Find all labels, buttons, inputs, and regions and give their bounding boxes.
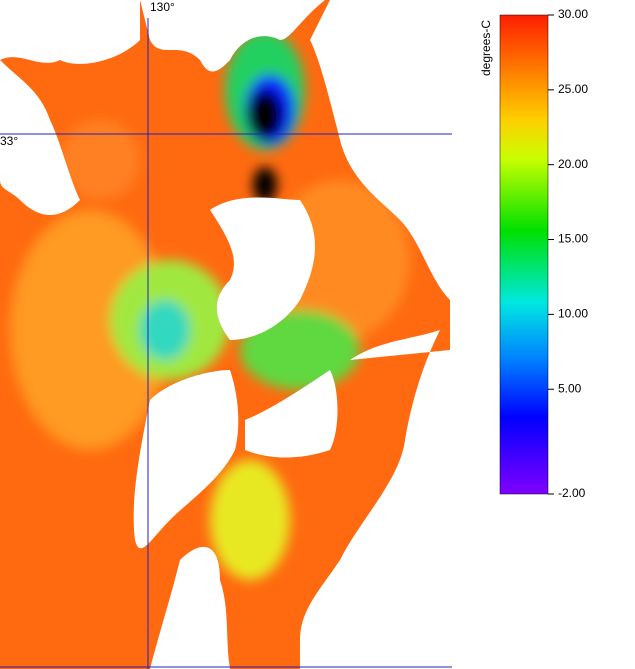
colorbar-tick-label: 20.00 — [558, 157, 588, 171]
graticule: 130° 33° — [0, 0, 452, 669]
colorbar: degrees-C 30.00 25.00 20.00 15.00 10.00 5.00 -… — [479, 7, 588, 500]
latitude-label: 33° — [0, 134, 18, 148]
colorbar-title: degrees-C — [479, 20, 493, 76]
colorbar-tick-label: 5.00 — [558, 381, 582, 395]
longitude-label: 130° — [150, 0, 175, 14]
colorbar-tick-label: 30.00 — [558, 7, 588, 21]
colorbar-scale — [499, 14, 549, 495]
colorbar-tick-label: 15.00 — [558, 232, 588, 246]
colorbar-tick-label: 25.00 — [558, 82, 588, 96]
colorbar-tick-label: 10.00 — [558, 307, 588, 321]
sea-temperature — [0, 0, 450, 669]
colorbar-tick-label: -2.00 — [558, 486, 586, 500]
